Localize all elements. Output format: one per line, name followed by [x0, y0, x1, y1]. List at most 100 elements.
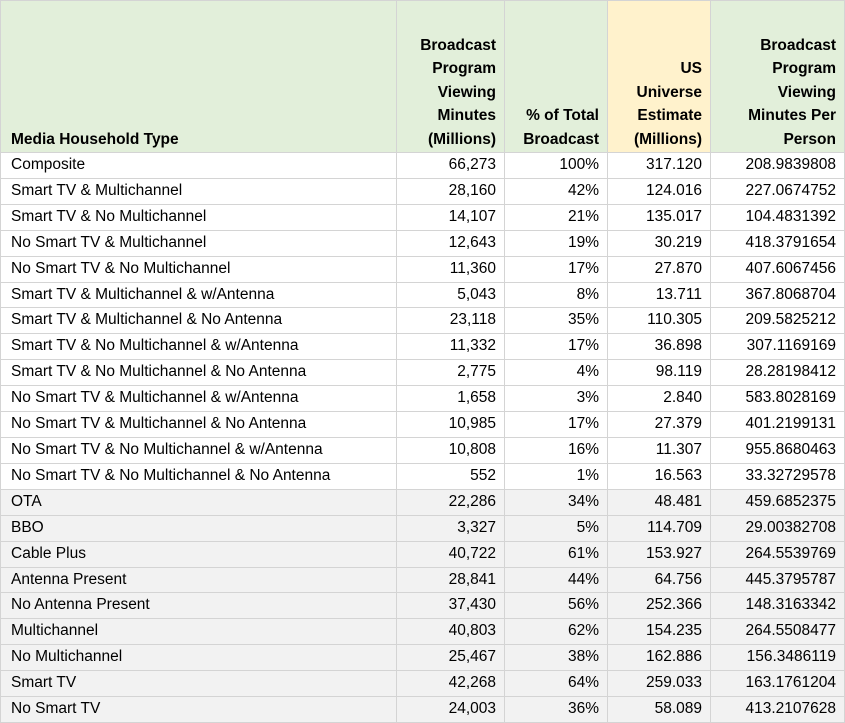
table-cell: 14,107 — [396, 203, 505, 231]
header-text: Broadcast — [523, 130, 599, 148]
table-cell: 4% — [504, 359, 608, 387]
table-cell: 12,643 — [396, 229, 505, 257]
header-cell: Broadcast Program Viewing Minutes Per Person — [710, 0, 845, 153]
table-cell: 154.235 — [607, 618, 711, 646]
table-cell: 5,043 — [396, 281, 505, 309]
table-row: Smart TV & Multichannel & No Antenna 23,1… — [0, 307, 845, 335]
table-cell: Composite — [0, 152, 397, 179]
table-row: Antenna Present 28,841 44% 64.756 445.379578… — [0, 566, 845, 594]
header-text: Broadcast — [760, 36, 836, 54]
header-cell: Broadcast Program Viewing Minutes (Millions) — [396, 0, 505, 153]
table-cell: 5% — [504, 514, 608, 542]
table-cell: 58.089 — [607, 696, 711, 723]
table-cell: Multichannel — [0, 618, 397, 646]
table-row: Multichannel 40,803 62% 154.235 264.5508477 — [0, 618, 845, 646]
table-cell: 17% — [504, 333, 608, 361]
table-cell: 16.563 — [607, 462, 711, 490]
table-cell: No Multichannel — [0, 644, 397, 672]
table-cell: 44% — [504, 566, 608, 594]
table-body: Composite 66,273 100% 317.120 208.9839808 Sma… — [0, 152, 845, 723]
header-text: Minutes Per — [748, 107, 836, 125]
table-row: No Smart TV & Multichannel & No Antenna 1… — [0, 411, 845, 438]
table-cell: 30.219 — [607, 229, 711, 257]
table-cell: 259.033 — [607, 670, 711, 698]
table-cell: 114.709 — [607, 514, 711, 542]
table-cell: 24,003 — [396, 696, 505, 723]
table-cell: 25,467 — [396, 644, 505, 672]
table-cell: 27.870 — [607, 255, 711, 283]
table-cell: Smart TV & Multichannel — [0, 177, 397, 205]
header-text: Universe — [636, 83, 702, 101]
table-cell: No Smart TV & Multichannel — [0, 229, 397, 257]
table-cell: 2.840 — [607, 385, 711, 413]
table-cell: No Smart TV & No Multichannel & No Anten… — [0, 462, 397, 490]
table-cell: 11,360 — [396, 255, 505, 283]
table-row: OTA 22,286 34% 48.481 459.6852375 — [0, 488, 845, 516]
table-cell: 10,808 — [396, 436, 505, 464]
table-row: Smart TV & No Multichannel & w/Antenna 11… — [0, 333, 845, 361]
table-cell: 17% — [504, 255, 608, 283]
header-cell: % of Total Broadcast — [504, 0, 608, 153]
table-cell: 16% — [504, 436, 608, 464]
table-cell: 227.0674752 — [710, 177, 845, 205]
table-cell: 33.32729578 — [710, 462, 845, 490]
table-cell: Smart TV & No Multichannel & w/Antenna — [0, 333, 397, 361]
table-cell: 17% — [504, 411, 608, 438]
table-cell: 64.756 — [607, 566, 711, 594]
table-cell: 48.481 — [607, 488, 711, 516]
table-cell: 11.307 — [607, 436, 711, 464]
table-cell: 162.886 — [607, 644, 711, 672]
table-cell: 13.711 — [607, 281, 711, 309]
table-cell: 19% — [504, 229, 608, 257]
header-cell: Media Household Type — [0, 0, 397, 153]
table-cell: Smart TV & No Multichannel — [0, 203, 397, 231]
table-cell: 38% — [504, 644, 608, 672]
table-cell: 98.119 — [607, 359, 711, 387]
table-cell: 401.2199131 — [710, 411, 845, 438]
header-text: Program — [772, 60, 836, 78]
table-cell: 413.2107628 — [710, 696, 845, 723]
table-cell: 955.8680463 — [710, 436, 845, 464]
table-cell: Smart TV & Multichannel & No Antenna — [0, 307, 397, 335]
table-cell: Smart TV — [0, 670, 397, 698]
table-cell: 56% — [504, 592, 608, 620]
header-text: (Millions) — [633, 130, 702, 148]
table-row: Composite 66,273 100% 317.120 208.9839808 — [0, 152, 845, 179]
table-cell: 459.6852375 — [710, 488, 845, 516]
table-cell: 42% — [504, 177, 608, 205]
header-row: Media Household Type Broadcast Program View… — [0, 0, 845, 153]
table-cell: 163.1761204 — [710, 670, 845, 698]
table-cell: 2,775 — [396, 359, 505, 387]
header-cell: US Universe Estimate (Millions) — [607, 0, 711, 153]
table-cell: 104.4831392 — [710, 203, 845, 231]
table-cell: 27.379 — [607, 411, 711, 438]
table-cell: 42,268 — [396, 670, 505, 698]
table-cell: 252.366 — [607, 592, 711, 620]
table-row: No Antenna Present 37,430 56% 252.366 148.31… — [0, 592, 845, 620]
table-cell: 3,327 — [396, 514, 505, 542]
table-row: No Smart TV & Multichannel & w/Antenna 1,… — [0, 385, 845, 413]
table-row: No Smart TV & No Multichannel & w/Antenn… — [0, 436, 845, 464]
header-text: Viewing — [437, 83, 496, 101]
table-cell: 28,160 — [396, 177, 505, 205]
table-cell: 264.5508477 — [710, 618, 845, 646]
table-cell: 407.6067456 — [710, 255, 845, 283]
header-text: Broadcast — [420, 36, 496, 54]
table-cell: 66,273 — [396, 152, 505, 179]
table-cell: 583.8028169 — [710, 385, 845, 413]
table-cell: 1% — [504, 462, 608, 490]
table-row: No Smart TV & Multichannel 12,643 19% 30.21… — [0, 229, 845, 257]
table-cell: 209.5825212 — [710, 307, 845, 335]
header-text: % of Total — [526, 107, 599, 125]
table-row: Cable Plus 40,722 61% 153.927 264.5539769 — [0, 540, 845, 568]
table-cell: Smart TV & Multichannel & w/Antenna — [0, 281, 397, 309]
table-cell: 153.927 — [607, 540, 711, 568]
table-cell: 317.120 — [607, 152, 711, 179]
table-cell: 37,430 — [396, 592, 505, 620]
table-cell: 23,118 — [396, 307, 505, 335]
table-cell: BBO — [0, 514, 397, 542]
table-cell: No Smart TV & No Multichannel & w/Antenn… — [0, 436, 397, 464]
table-cell: 110.305 — [607, 307, 711, 335]
table-row: No Smart TV & No Multichannel & No Anten… — [0, 462, 845, 490]
table-cell: Cable Plus — [0, 540, 397, 568]
